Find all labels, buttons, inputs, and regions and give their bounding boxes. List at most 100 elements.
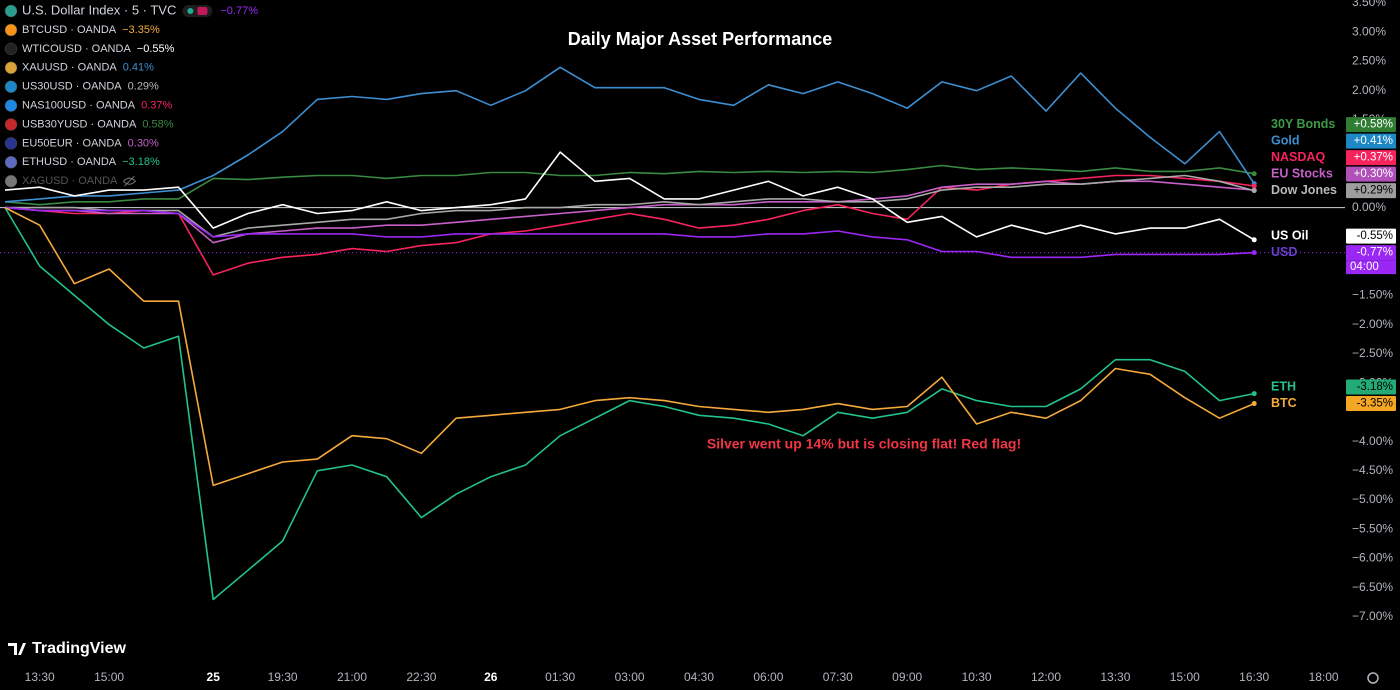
symbol-change: −0.77% [220, 5, 258, 17]
price-tag [1346, 228, 1396, 244]
x-tick-label: 13:30 [25, 670, 55, 684]
series-line [4, 207, 1255, 601]
x-tick-label: 01:30 [545, 670, 575, 684]
end-dot [1251, 183, 1257, 189]
symbol-change: 0.30% [128, 137, 159, 149]
symbol-icon [4, 4, 18, 18]
symbol-icon [4, 174, 18, 188]
series-line [4, 180, 1255, 244]
symbol-name: US30USD · OANDA [22, 81, 122, 93]
price-tag-label: +0.58% [1354, 119, 1393, 131]
symbol-icon [4, 80, 18, 93]
price-tag [1346, 245, 1396, 261]
symbol-name: XAUUSD · OANDA [22, 62, 117, 74]
symbol-icon [4, 118, 18, 131]
x-tick-label: 09:00 [892, 670, 922, 684]
x-tick-label: 13:30 [1100, 670, 1130, 684]
symbol-change: 0.29% [128, 81, 159, 93]
y-tick-label: −6.50% [1352, 580, 1393, 594]
status-dot [187, 8, 194, 14]
y-tick-label: 0.00% [1352, 200, 1386, 214]
x-tick-label: 07:30 [823, 670, 853, 684]
price-tag-label: +0.30% [1354, 168, 1393, 180]
symbol-change: −3.18% [122, 156, 160, 168]
price-tag [1346, 379, 1396, 395]
symbol-icon [4, 99, 18, 112]
y-tick-label: −5.00% [1352, 492, 1393, 506]
symbol-name: ETHUSD · OANDA [22, 156, 117, 168]
symbol-name: XAGUSD · OANDA [22, 175, 118, 187]
symbol-legend: U.S. Dollar Index · 5 · TVC −0.77% BTCUSD … [4, 2, 258, 188]
price-tag [1346, 166, 1396, 182]
price-tag [1346, 133, 1396, 149]
series-line [4, 206, 1255, 487]
y-tick-label: 2.00% [1352, 83, 1386, 97]
legend-label: BTC [1271, 396, 1297, 410]
status-flag [197, 7, 208, 15]
end-dot [1251, 391, 1257, 397]
end-dot [1251, 188, 1257, 194]
symbol-icon [4, 23, 18, 37]
symbol-icon [4, 42, 18, 56]
x-tick-label: 06:00 [753, 670, 783, 684]
y-tick-label: −4.00% [1352, 434, 1393, 448]
x-tick-label: 16:30 [1239, 670, 1269, 684]
price-tag-label: +0.29% [1354, 185, 1393, 197]
y-tick-label: −6.00% [1352, 551, 1393, 565]
symbol-change: 0.37% [141, 100, 172, 112]
end-dot [1251, 237, 1257, 243]
symbol-icon [4, 61, 18, 75]
price-tag-label: -0.55% [1357, 230, 1393, 242]
countdown: 04:00 [1350, 261, 1379, 273]
symbol-change: −3.35% [122, 24, 160, 36]
legend-label: Gold [1271, 133, 1299, 147]
price-tag [1346, 183, 1396, 199]
x-tick-label: 10:30 [962, 670, 992, 684]
symbol-name: WTICOUSD · OANDA [22, 43, 131, 55]
series-line [4, 206, 1255, 259]
settings-gear[interactable] [1367, 672, 1379, 684]
x-tick-label: 18:00 [1309, 670, 1339, 684]
symbol-name: NAS100USD · OANDA [22, 100, 136, 112]
end-dot [1251, 250, 1257, 256]
price-tag-label: -3.35% [1357, 398, 1393, 410]
legend-label: Dow Jones [1271, 183, 1337, 197]
hidden-icon [123, 175, 137, 187]
legend-label: USD [1271, 245, 1297, 259]
price-tag-label: +0.37% [1354, 152, 1393, 164]
y-tick-label: −2.00% [1352, 317, 1393, 331]
settings-icon[interactable] [1367, 672, 1379, 684]
price-tag [1346, 150, 1396, 166]
x-tick-label: 12:00 [1031, 670, 1061, 684]
legend-label: ETH [1271, 379, 1296, 393]
y-tick-label: −2.50% [1352, 346, 1393, 360]
symbol-change: −0.55% [137, 43, 175, 55]
x-tick-label: 21:00 [337, 670, 367, 684]
x-tick-label: 03:00 [615, 670, 645, 684]
x-tick-label: 26 [484, 670, 498, 684]
legend-label: 30Y Bonds [1271, 117, 1335, 131]
symbol-icon [4, 156, 18, 169]
price-tag [1346, 396, 1396, 412]
x-tick-label: 25 [207, 670, 221, 684]
y-tick-label: 3.00% [1352, 24, 1386, 38]
logo-icon [8, 643, 26, 655]
x-tick-label: 19:30 [268, 670, 298, 684]
x-tick-label: 15:00 [1170, 670, 1200, 684]
y-tick-label: 3.50% [1352, 0, 1386, 9]
y-tick-label: −1.50% [1352, 288, 1393, 302]
x-tick-label: 15:00 [94, 670, 124, 684]
legend-label: EU Stocks [1271, 166, 1333, 180]
y-tick-label: −4.50% [1352, 463, 1393, 477]
series-line [4, 164, 1255, 206]
legend-label: US Oil [1271, 228, 1309, 242]
chart-title: Daily Major Asset Performance [568, 29, 832, 49]
legend-label: NASDAQ [1271, 150, 1325, 164]
symbol-name: U.S. Dollar Index · 5 · TVC [22, 2, 176, 17]
price-tag-label: +0.41% [1354, 135, 1393, 147]
series-line [4, 66, 1255, 203]
x-tick-label: 22:30 [406, 670, 436, 684]
series-line [4, 151, 1255, 241]
